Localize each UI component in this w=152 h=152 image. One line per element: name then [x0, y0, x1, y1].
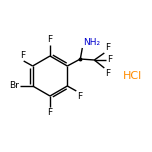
Text: NH₂: NH₂ [83, 38, 100, 47]
Text: HCl: HCl [123, 71, 143, 81]
Text: F: F [107, 55, 112, 64]
Text: F: F [47, 35, 53, 44]
Text: F: F [20, 51, 25, 60]
Text: F: F [105, 43, 111, 52]
Text: F: F [77, 92, 82, 101]
Text: Br: Br [9, 81, 19, 90]
Text: F: F [47, 108, 53, 117]
Text: F: F [105, 69, 111, 78]
